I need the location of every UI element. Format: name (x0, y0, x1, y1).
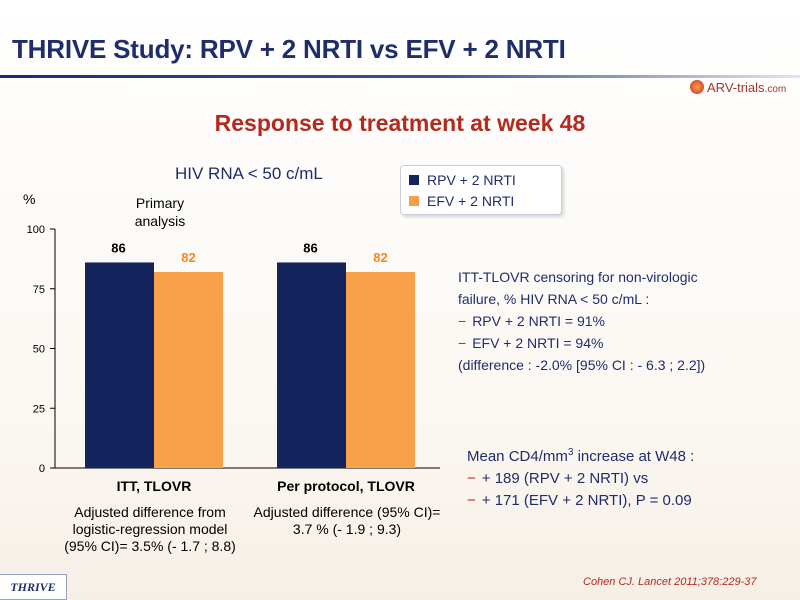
cd4-rpv-text: + 189 (RPV + 2 NRTI) vs (481, 470, 649, 487)
slide-subtitle: Response to treatment at week 48 (214, 110, 586, 136)
logo-domain: .com (764, 84, 787, 95)
x-category-label: ITT, TLOVR (117, 478, 192, 494)
bar-value-label: 82 (373, 250, 387, 265)
y-tick-label: 0 (39, 463, 45, 475)
cd4-efv-text: + 171 (EFV + 2 NRTI), P = 0.09 (481, 492, 692, 509)
bar (277, 262, 346, 468)
legend-label-efv: EFV + 2 NRTI (427, 193, 515, 209)
chart-legend: RPV + 2 NRTI EFV + 2 NRTI (400, 165, 562, 215)
cd4-heading-pre: Mean CD4/mm (467, 448, 568, 465)
cd4-heading-sup: 3 (567, 447, 574, 458)
bar-value-label: 82 (181, 250, 195, 265)
bar (85, 262, 154, 468)
legend-label-rpv: RPV + 2 NRTI (427, 172, 516, 188)
y-tick-label: 50 (33, 344, 45, 356)
itt-censoring-item-rpv: − RPV + 2 NRTI = 91% (458, 310, 705, 332)
dash-bullet: − (467, 470, 476, 487)
bar-value-label: 86 (303, 240, 317, 255)
logo-text: ARV-trials (707, 80, 765, 95)
cd4-item-rpv: − + 189 (RPV + 2 NRTI) vs (467, 468, 694, 490)
dash-bullet: − (467, 492, 476, 509)
itt-censoring-efv-text: EFV + 2 NRTI = 94% (472, 335, 604, 351)
citation: Cohen CJ. Lancet 2011;378:229-37 (583, 576, 757, 588)
cd4-increase-text: Mean CD4/mm3 increase at W48 : − + 189 (R… (467, 442, 694, 512)
itt-censoring-text: ITT-TLOVR censoring for non-virologic fa… (458, 266, 705, 376)
cd4-heading: Mean CD4/mm3 increase at W48 : (467, 442, 694, 468)
dash-bullet: − (458, 313, 467, 329)
legend-item-efv: EFV + 2 NRTI (409, 193, 514, 209)
legend-swatch-efv (409, 196, 419, 206)
bar (346, 272, 415, 468)
x-category-label: Per protocol, TLOVR (277, 478, 415, 494)
y-axis-label: % (23, 191, 36, 207)
itt-censoring-difference: (difference : -2.0% [95% CI : - 6.3 ; 2.… (458, 357, 706, 373)
y-tick-label: 75 (33, 284, 45, 296)
cd4-item-efv: − + 171 (EFV + 2 NRTI), P = 0.09 (467, 490, 694, 512)
legend-swatch-rpv (409, 175, 419, 185)
pp-adjusted-difference-note: Adjusted difference (95% CI)= 3.7 % (- 1… (253, 504, 441, 537)
bar (154, 272, 223, 468)
primary-analysis-annotation: Primary analysis (134, 195, 186, 229)
itt-adjusted-difference-note: Adjusted difference from logistic-regres… (64, 504, 236, 554)
legend-item-rpv: RPV + 2 NRTI (409, 172, 516, 188)
y-tick-label: 25 (33, 403, 45, 415)
y-tick-label: 100 (27, 224, 45, 236)
itt-censoring-line2: failure, % HIV RNA < 50 c/mL : (458, 291, 650, 307)
itt-censoring-line1: ITT-TLOVR censoring for non-virologic (458, 269, 698, 285)
slide-title: THRIVE Study: RPV + 2 NRTI vs EFV + 2 NR… (12, 34, 566, 64)
dash-bullet: − (458, 335, 467, 351)
study-tag: THRIVE (0, 574, 67, 600)
arv-trials-logo: ARV-trials.com (690, 80, 786, 95)
bar-value-label: 86 (111, 240, 125, 255)
itt-censoring-rpv-text: RPV + 2 NRTI = 91% (472, 313, 605, 329)
itt-censoring-item-efv: − EFV + 2 NRTI = 94% (458, 332, 705, 354)
title-rule (0, 75, 800, 78)
logo-icon (690, 80, 704, 94)
cd4-heading-post: increase at W48 : (573, 448, 695, 465)
chart-title: HIV RNA < 50 c/mL (175, 164, 323, 183)
